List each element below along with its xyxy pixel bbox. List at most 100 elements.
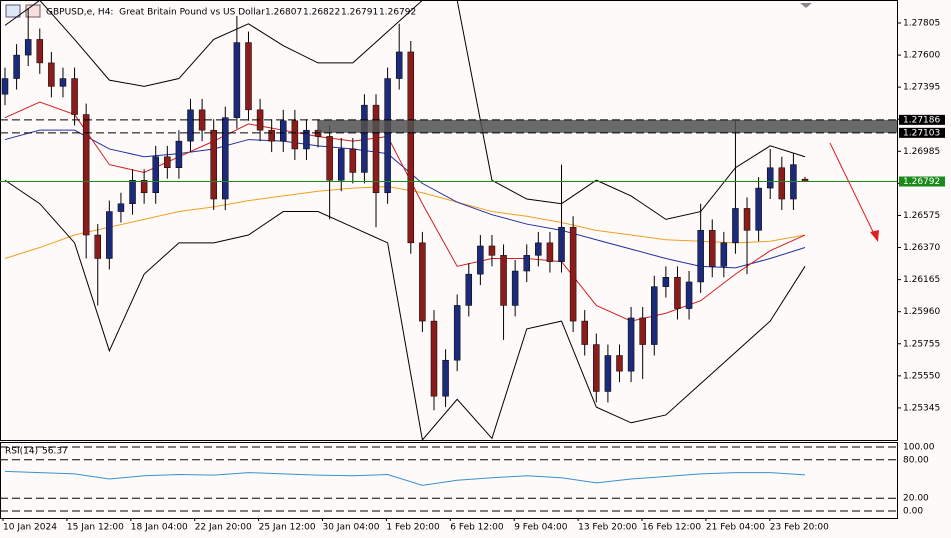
indicator-line [4,101,806,322]
y-tick-label: 1.26370 [903,243,940,253]
candle-body [1,78,9,95]
y-tick-label: 1.25755 [903,339,940,349]
indicator-line [4,0,806,220]
candle-body [685,281,693,309]
candle-body [384,78,391,194]
annotation-arrow [829,142,877,239]
candle-body [546,242,554,262]
candle-body [419,242,426,322]
rsi-label: RSI(14) [5,447,38,457]
annotation-arrow-head [870,230,879,242]
indicator-line [4,129,806,269]
candle-body [465,273,473,306]
candle-body [442,359,449,397]
candle-body [175,140,183,168]
candle-body [372,104,380,194]
x-tick-label: 30 Jan 04:00 [323,523,380,533]
candle-body [720,242,728,267]
x-tick-label: 13 Feb 20:00 [578,523,637,533]
indicator-line [4,186,806,259]
y-tick-label: 1.27805 [903,19,940,29]
candle-body [651,286,658,345]
candle-body [430,320,438,397]
candle-body [616,355,623,372]
last-price-label: 1.26792 [903,177,940,187]
rsi-tick-label: 0.00 [903,507,923,517]
candle-body [708,230,716,267]
candle-body [48,62,55,87]
x-tick-label: 16 Feb 12:00 [642,523,701,533]
candle-body [511,270,519,306]
candle-body [732,208,739,244]
candle-body [24,39,32,56]
candle-body [778,167,786,200]
candle-body [13,54,20,79]
candle-body [152,156,159,194]
candle-body [535,242,542,256]
candle-body [140,180,148,194]
candle-body [36,39,44,64]
candle-body [117,203,125,212]
candle-body [500,255,507,306]
ohlc-low: 1.26791 [341,8,378,18]
icon[interactable] [5,4,21,18]
x-tick-label: 18 Jan 04:00 [131,523,188,533]
y-tick-label: 1.26165 [903,275,940,285]
candle-body [453,305,461,361]
x-tick-label: 9 Feb 04:00 [514,523,568,533]
candle-body [755,187,762,231]
candle-body [106,211,113,259]
y-tick-label: 1.25345 [903,403,940,413]
resistance-zone [318,119,897,133]
level-label-box [899,114,945,125]
x-tick-label: 23 Feb 20:00 [770,523,829,533]
candle-body [593,344,600,392]
candle-body [604,355,612,392]
ohlc-open: 1.26807 [265,8,302,18]
candle-body [303,129,310,150]
chart-title: GBPUSD,e, H4: Great Britain Pound vs US … [46,8,265,18]
rsi-tick-label: 100.00 [903,443,935,453]
candle-body [743,208,751,231]
candle-body [569,226,577,322]
candle-body [627,317,635,372]
x-tick-label: 10 Jan 2024 [3,523,57,533]
level-label: 1.27186 [903,115,940,125]
ohlc-close: 1.26792 [379,8,416,18]
rsi-tick-label: 80.00 [903,455,929,465]
candle-body [291,120,299,150]
rsi-tick-label: 20.00 [903,494,929,504]
candle-body [337,148,345,181]
candle-body [210,129,217,200]
indicator-line [4,179,806,442]
level-label-box [899,127,945,138]
level-label: 1.27103 [903,128,940,138]
y-tick-label: 1.27600 [903,51,940,61]
candle-body [766,167,774,189]
candle-body [164,156,171,168]
candle-body [361,104,368,173]
candle-body [94,234,102,259]
candle-body [82,114,90,236]
y-tick-label: 1.25550 [903,371,940,381]
candle-body [233,42,241,118]
candle-body [477,245,484,275]
candle-body [523,255,530,272]
candle-body [187,109,194,142]
candle-body [222,117,229,200]
candle-body [326,136,333,181]
candle-body [662,277,670,287]
candle-body [558,226,565,262]
candle-body [280,120,287,142]
candle-body [395,51,403,79]
candle-body [245,42,252,111]
candle-body [581,320,588,345]
x-tick-label: 6 Feb 12:00 [450,523,504,533]
x-tick-label: 1 Feb 20:00 [386,523,440,533]
candle-body [407,51,415,244]
candle-body [71,78,78,115]
candle-body [349,148,357,173]
y-tick-label: 1.25960 [903,307,940,317]
rsi-value: 56.37 [42,447,68,457]
